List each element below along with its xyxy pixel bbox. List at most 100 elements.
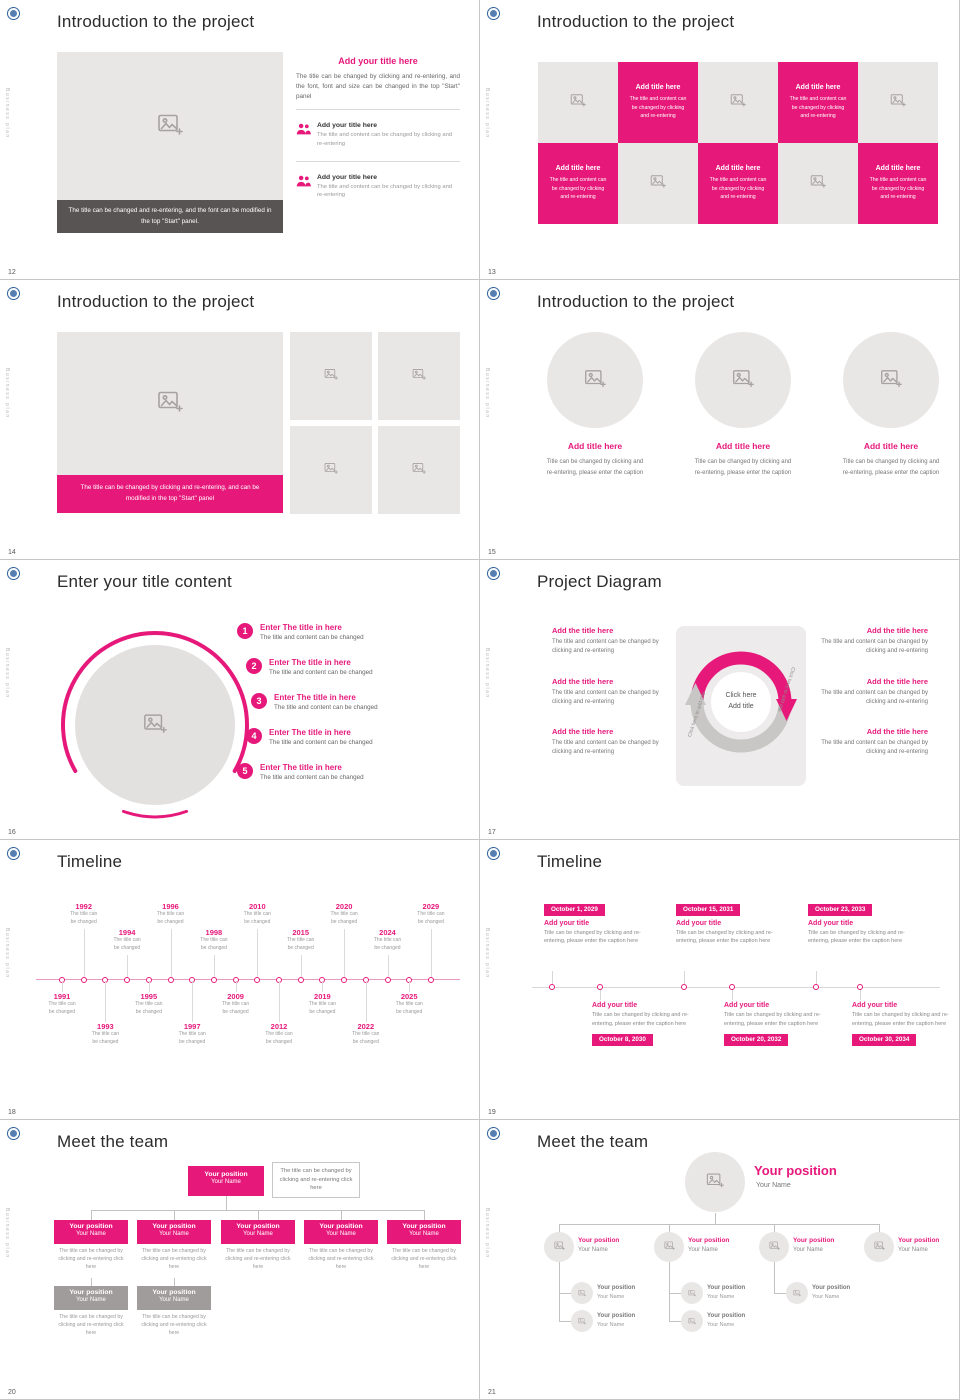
image-tile[interactable] (858, 62, 938, 143)
timeline-node[interactable] (729, 984, 735, 990)
image-tile[interactable] (618, 143, 698, 224)
timeline-node[interactable] (210, 976, 217, 983)
diagram-item[interactable]: Add the title here The title and content… (810, 677, 928, 708)
timeline-node[interactable] (124, 976, 131, 983)
slide-thumbnail-12[interactable]: Business plan Introduction to the projec… (0, 0, 479, 279)
slide-thumbnail-14[interactable]: Business plan Introduction to the projec… (0, 280, 479, 559)
member-photo-placeholder[interactable] (759, 1232, 789, 1262)
diagram-item[interactable]: Add the title here The title and content… (552, 626, 670, 657)
timeline-node[interactable] (681, 984, 687, 990)
slide-thumbnail-15[interactable]: Business plan Introduction to the projec… (480, 280, 959, 559)
submember-photo-placeholder[interactable] (571, 1310, 593, 1332)
diagram-item[interactable]: Add the title here The title and content… (552, 677, 670, 708)
member-photo-placeholder[interactable] (654, 1232, 684, 1262)
image-icon (890, 92, 906, 113)
slide-thumbnail-13[interactable]: Business plan Introduction to the projec… (480, 0, 959, 279)
slide-thumbnail-18[interactable]: Business plan Timeline 1991 The title ca… (0, 840, 479, 1119)
org-member-box[interactable]: Your position Your Name (54, 1286, 128, 1310)
slide-title: Introduction to the project (537, 12, 735, 31)
entry-title: Add your title (724, 1002, 770, 1009)
image-placeholder[interactable] (57, 52, 283, 200)
numbered-item[interactable]: 5 Enter The title in here The title and … (237, 763, 364, 781)
tile-text: The title and content can be changed by … (869, 177, 927, 201)
timeline-node[interactable] (384, 976, 391, 983)
timeline-node[interactable] (813, 984, 819, 990)
org-connector (424, 1210, 425, 1220)
submember-photo-placeholder[interactable] (681, 1282, 703, 1304)
photo-caption-bar: The title can be changed by clicking and… (57, 475, 283, 513)
org-member-box[interactable]: Your position Your Name (137, 1220, 211, 1244)
timeline-node[interactable] (549, 984, 555, 990)
timeline-node[interactable] (427, 976, 434, 983)
date-badge[interactable]: October 23, 2033 (808, 903, 873, 916)
title-tile[interactable]: Add title here The title and content can … (778, 62, 858, 143)
numbered-item[interactable]: 3 Enter The title in here The title and … (251, 693, 378, 711)
timeline-node[interactable] (341, 976, 348, 983)
org-member-box[interactable]: Your position Your Name (387, 1220, 461, 1244)
card-title: Add title here (863, 441, 919, 451)
title-tile[interactable]: Add title here The title and content can … (618, 62, 698, 143)
diagram-item[interactable]: Add the title here The title and content… (552, 727, 670, 758)
member-photo-placeholder[interactable] (544, 1232, 574, 1262)
numbered-item[interactable]: 1 Enter The title in here The title and … (237, 623, 364, 641)
timeline-node[interactable] (254, 976, 261, 983)
timeline-connector (684, 971, 685, 984)
timeline-node[interactable] (597, 984, 603, 990)
title-tile[interactable]: Add title here The title and content can … (538, 143, 618, 224)
org-member-box[interactable]: Your position Your Name (304, 1220, 378, 1244)
org-member-box[interactable]: Your position Your Name (54, 1220, 128, 1244)
date-badge[interactable]: October 15, 2031 (676, 903, 741, 916)
image-card[interactable]: Add title here Title can be changed by c… (525, 332, 665, 479)
org-member-box[interactable]: Your position Your Name (137, 1286, 211, 1310)
submember-photo-placeholder[interactable] (786, 1282, 808, 1304)
leader-photo-placeholder[interactable] (685, 1152, 745, 1212)
org-root-box[interactable]: Your position Your Name (188, 1166, 264, 1196)
slide-thumbnail-17[interactable]: Business plan Project Diagram Click here… (480, 560, 959, 839)
image-placeholder[interactable] (290, 426, 372, 514)
image-placeholder[interactable] (290, 332, 372, 420)
image-card[interactable]: Add title here Title can be changed by c… (821, 332, 959, 479)
diagram-center-label[interactable]: Click here Add title (707, 691, 775, 713)
image-placeholder[interactable] (57, 332, 283, 475)
timeline-node[interactable] (80, 976, 87, 983)
slide-thumbnail-19[interactable]: Business plan Timeline October 1, 2029 A… (480, 840, 959, 1119)
timeline-node[interactable] (167, 976, 174, 983)
date-badge[interactable]: October 8, 2030 (592, 1033, 653, 1046)
slide-thumbnail-16[interactable]: Business plan Enter your title content 1… (0, 560, 479, 839)
title-tile[interactable]: Add title here The title and content can … (858, 143, 938, 224)
timeline-year: 1994 (118, 928, 136, 937)
date-badge[interactable]: October 20, 2032 (724, 1033, 789, 1046)
image-card[interactable]: Add title here Title can be changed by c… (673, 332, 813, 479)
image-icon (578, 1284, 586, 1302)
slide-thumbnail-20[interactable]: Business plan Meet the team Your positio… (0, 1120, 479, 1399)
org-connector (669, 1224, 670, 1232)
image-tile[interactable] (698, 62, 778, 143)
entry-text: Title can be changed by clicking and re-… (544, 929, 641, 945)
diagram-item[interactable]: Add the title here The title and content… (810, 727, 928, 758)
card-title: Add title here (715, 441, 771, 451)
slide-thumbnail-21[interactable]: Business plan Meet the team Your positio… (480, 1120, 959, 1399)
date-badge[interactable]: October 1, 2029 (544, 903, 605, 916)
title-tile[interactable]: Add title here The title and content can … (698, 143, 778, 224)
timeline-caption: The title can be changed (178, 1031, 206, 1045)
timeline-year: 2012 (270, 1022, 288, 1031)
member-position: Your position (793, 1237, 835, 1244)
tile-title: Add title here (555, 165, 601, 173)
image-tile[interactable] (778, 143, 858, 224)
submember-photo-placeholder[interactable] (571, 1282, 593, 1304)
image-placeholder[interactable] (378, 332, 460, 420)
date-badge[interactable]: October 30, 2034 (852, 1033, 917, 1046)
image-tile[interactable] (538, 62, 618, 143)
org-connector (669, 1321, 681, 1322)
submember-photo-placeholder[interactable] (681, 1310, 703, 1332)
numbered-item[interactable]: 2 Enter The title in here The title and … (246, 658, 373, 676)
org-member-box[interactable]: Your position Your Name (221, 1220, 295, 1244)
member-photo-placeholder[interactable] (864, 1232, 894, 1262)
image-placeholder[interactable] (75, 645, 235, 805)
timeline-node[interactable] (297, 976, 304, 983)
numbered-item[interactable]: 4 Enter The title in here The title and … (246, 728, 373, 746)
image-placeholder[interactable] (378, 426, 460, 514)
timeline-node[interactable] (857, 984, 863, 990)
diagram-item[interactable]: Add the title here The title and content… (810, 626, 928, 657)
image-icon (880, 367, 902, 394)
